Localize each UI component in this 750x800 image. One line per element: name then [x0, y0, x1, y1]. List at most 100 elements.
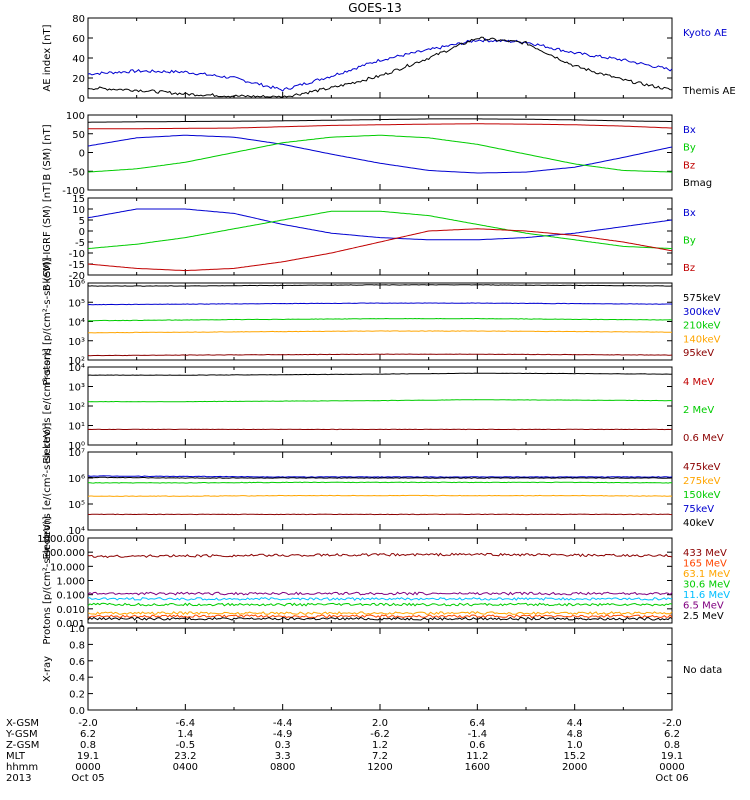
legend-label: 40keV [683, 518, 714, 529]
y-tick-label: 80 [72, 14, 85, 25]
y-tick-label: 50 [72, 130, 85, 141]
footer-value: 6.4 [469, 718, 485, 729]
footer-value: 0000 [659, 762, 684, 773]
footer-value: 19.1 [77, 751, 99, 762]
legend-label: 433 MeV [683, 548, 727, 559]
y-tick-label: -10 [69, 249, 85, 260]
footer-value: 0.8 [80, 740, 96, 751]
series-line [87, 475, 673, 478]
footer-value: 6.2 [664, 729, 680, 740]
legend-label: Bx [683, 125, 696, 136]
y-tick-label: 10⁷ [68, 448, 85, 459]
series-line [87, 481, 673, 484]
footer-value: -4.4 [273, 718, 293, 729]
legend-label: Bmag [683, 178, 712, 189]
panel-frame [87, 17, 673, 99]
footer-value: -2.0 [78, 718, 98, 729]
y-tick-label: 10⁵ [68, 298, 85, 309]
y-tick-label: 10⁵ [68, 500, 85, 511]
chart-panel: 0.001 0.010 0.100 1.000 10.000 100.000 1000.00… [37, 516, 730, 644]
footer-row-label: Z-GSM [6, 740, 39, 751]
y-tick-label: -15 [69, 260, 85, 271]
legend-label: 63.1 MeV [683, 569, 730, 580]
footer-row-label: hhmm [6, 762, 38, 773]
y-tick-label: 0.4 [69, 673, 85, 684]
panel-frame [87, 114, 673, 191]
legend-label: 475keV [683, 462, 721, 473]
y-tick-label: 0.010 [56, 605, 85, 616]
chart-panel: 0 20 40 60 80 AE index [nT] Kyoto AE Themis AE [42, 14, 736, 105]
series-line [87, 330, 673, 334]
series-line [87, 476, 673, 479]
legend-label: 275keV [683, 476, 721, 487]
footer-value: Oct 06 [655, 773, 688, 784]
legend-label: 6.5 MeV [683, 601, 724, 612]
legend-label: 300keV [683, 307, 721, 318]
y-tick-label: 0.100 [56, 591, 85, 602]
series-line [87, 596, 673, 601]
y-tick-label: 0.6 [69, 657, 85, 668]
panel-frame [87, 627, 673, 711]
y-tick-label: 0 [79, 94, 85, 105]
y-tick-label: 10⁴ [68, 526, 85, 537]
y-tick-label: 10⁶ [68, 279, 85, 290]
legend-label: 140keV [683, 334, 721, 345]
footer-value: 0400 [173, 762, 198, 773]
y-tick-label: 10³ [68, 383, 85, 394]
y-tick-label: 0 [79, 227, 85, 238]
y-tick-label: -20 [69, 271, 85, 282]
legend-label: 210keV [683, 321, 721, 332]
y-tick-label: -100 [62, 186, 85, 197]
legend-label: 95keV [683, 348, 714, 359]
chart-panel: 10² 10³ 10⁴ 10⁵ 10⁶ Protons [p/(cm²-s-sr-keV)… [42, 257, 721, 385]
legend-label: Bz [683, 263, 695, 274]
series-line [87, 591, 673, 596]
footer-value: 4.8 [567, 729, 583, 740]
y-tick-label: 10⁶ [68, 474, 85, 485]
series-line [87, 494, 673, 497]
y-tick-label: 0.001 [56, 619, 85, 630]
footer-value: 1.4 [177, 729, 193, 740]
y-tick-label: 10⁰ [68, 441, 85, 452]
panels: 0 20 40 60 80 AE index [nT] Kyoto AE Themis AE -… [37, 14, 735, 717]
series-line [87, 513, 673, 516]
y-tick-label: 10⁴ [68, 363, 85, 374]
series-line [87, 134, 673, 173]
legend-label: 2.5 MeV [683, 611, 724, 622]
legend-label: 0.6 MeV [683, 433, 724, 444]
footer-value: -4.9 [273, 729, 293, 740]
y-tick-label: 10⁴ [68, 318, 85, 329]
chart-panel: 10⁰ 10¹ 10² 10³ 10⁴ Electrons [e/(cm²-s-sr)] 4… [42, 348, 724, 464]
footer-value: -0.5 [176, 740, 196, 751]
footer-value: 2000 [562, 762, 587, 773]
y-tick-label: 0.2 [69, 690, 85, 701]
legend-label: By [683, 143, 696, 154]
y-tick-label: -5 [75, 238, 85, 249]
footer-value: -1.4 [468, 729, 488, 740]
series-line [87, 611, 673, 616]
y-tick-label: 15 [72, 194, 85, 205]
y-axis-label: Electrons [e/(cm²-s-sr)] [42, 348, 53, 464]
panel-frame [87, 282, 673, 361]
footer-value: 23.2 [174, 751, 196, 762]
y-tick-label: 0.8 [69, 640, 85, 651]
footer-row-label: X-GSM [6, 718, 39, 729]
series-line [87, 302, 673, 306]
y-tick-label: 10² [68, 356, 85, 367]
chart-panel: 0.0 0.2 0.4 0.6 0.8 1.0 X-ray No data [42, 624, 722, 717]
series-line [87, 372, 673, 376]
no-data-label: No data [683, 665, 722, 676]
y-tick-label: -50 [69, 167, 85, 178]
series-line [87, 134, 673, 174]
y-tick-label: 10³ [68, 337, 85, 348]
footer-value: Oct 05 [71, 773, 104, 784]
y-axis-label: B (SM) [nT] [42, 124, 53, 180]
y-tick-label: 5 [79, 216, 85, 227]
panel-frame [87, 451, 673, 531]
footer-value: 15.2 [564, 751, 586, 762]
footer-value: -2.0 [662, 718, 682, 729]
y-tick-label: 1000.000 [37, 534, 85, 545]
footer-value: 1.2 [372, 740, 388, 751]
footer-value: 4.4 [567, 718, 583, 729]
